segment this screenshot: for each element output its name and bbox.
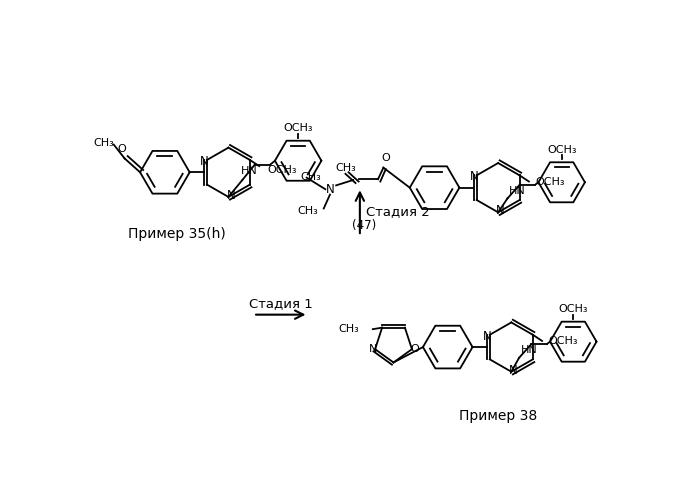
Text: Стадия 2: Стадия 2 — [366, 205, 430, 218]
Text: N: N — [496, 204, 505, 217]
Text: HN: HN — [521, 345, 538, 355]
Text: O: O — [382, 154, 390, 163]
Text: CH₃: CH₃ — [335, 163, 356, 173]
Text: HN: HN — [241, 166, 257, 176]
Text: Пример 35(h): Пример 35(h) — [128, 227, 225, 241]
Text: N: N — [200, 155, 209, 168]
Text: CH₃: CH₃ — [93, 138, 114, 148]
Text: N: N — [226, 189, 235, 202]
Text: CH₃: CH₃ — [301, 172, 322, 182]
Text: OCH₃: OCH₃ — [559, 304, 588, 314]
Text: N: N — [470, 171, 479, 183]
Text: CH₃: CH₃ — [338, 324, 359, 334]
Text: Пример 38: Пример 38 — [459, 409, 538, 423]
Text: N: N — [483, 330, 492, 343]
Text: O: O — [410, 344, 419, 354]
Text: N: N — [510, 364, 518, 377]
Text: OCH₃: OCH₃ — [535, 176, 565, 187]
Text: OCH₃: OCH₃ — [268, 165, 297, 175]
Text: CH₃: CH₃ — [298, 206, 318, 216]
Text: (47): (47) — [352, 219, 376, 232]
Text: Стадия 1: Стадия 1 — [249, 297, 312, 311]
Text: N: N — [326, 183, 334, 196]
Text: OCH₃: OCH₃ — [547, 145, 577, 155]
Text: O: O — [117, 144, 126, 154]
Text: OCH₃: OCH₃ — [548, 336, 578, 346]
Text: HN: HN — [509, 186, 526, 196]
Text: OCH₃: OCH₃ — [283, 123, 313, 133]
Text: N: N — [368, 344, 377, 354]
